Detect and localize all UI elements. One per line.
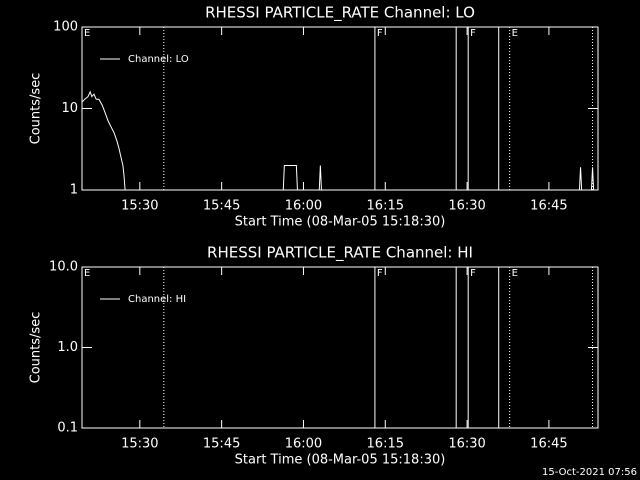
event-label: E [512, 268, 518, 279]
event-label: E [84, 268, 90, 279]
y-axis-label: Counts/sec [29, 312, 44, 384]
legend-label: Channel: HI [128, 294, 186, 305]
legend-label: Channel: LO [128, 54, 189, 65]
y-tick-label: 10.0 [49, 260, 78, 275]
data-line [81, 90, 595, 191]
x-tick-label: 16:30 [448, 437, 485, 452]
x-tick-label: 16:45 [530, 199, 567, 214]
y-axis-label: Counts/sec [29, 73, 44, 145]
event-label: F [470, 268, 476, 279]
x-tick-label: 15:45 [203, 437, 240, 452]
chart-title: RHESSI PARTICLE_RATE Channel: HI [207, 244, 473, 263]
x-tick-label: 16:15 [367, 437, 404, 452]
event-label: F [377, 28, 383, 39]
event-label: E [84, 28, 90, 39]
x-axis-label: Start Time (08-Mar-05 15:18:30) [235, 453, 446, 468]
y-tick-label: 100 [53, 20, 78, 35]
x-tick-label: 16:45 [530, 437, 567, 452]
x-tick-label: 15:30 [121, 199, 158, 214]
x-tick-label: 16:15 [367, 199, 404, 214]
x-tick-label: 16:00 [285, 437, 322, 452]
x-tick-label: 15:30 [121, 437, 158, 452]
x-tick-label: 15:45 [203, 199, 240, 214]
x-tick-label: 16:30 [448, 199, 485, 214]
event-label: F [470, 28, 476, 39]
y-tick-label: 10 [61, 101, 78, 116]
plot-frame [81, 26, 599, 191]
y-tick-label: 1.0 [57, 340, 78, 355]
event-label: F [377, 268, 383, 279]
y-tick-label: 1 [70, 183, 78, 198]
event-label: E [512, 28, 518, 39]
chart-title: RHESSI PARTICLE_RATE Channel: LO [205, 4, 475, 23]
x-tick-label: 16:00 [285, 199, 322, 214]
footer: 15-Oct-2021 07:56 [542, 467, 637, 478]
y-tick-label: 0.1 [57, 421, 78, 436]
x-axis-label: Start Time (08-Mar-05 15:18:30) [235, 215, 446, 230]
plot-frame [81, 266, 599, 429]
